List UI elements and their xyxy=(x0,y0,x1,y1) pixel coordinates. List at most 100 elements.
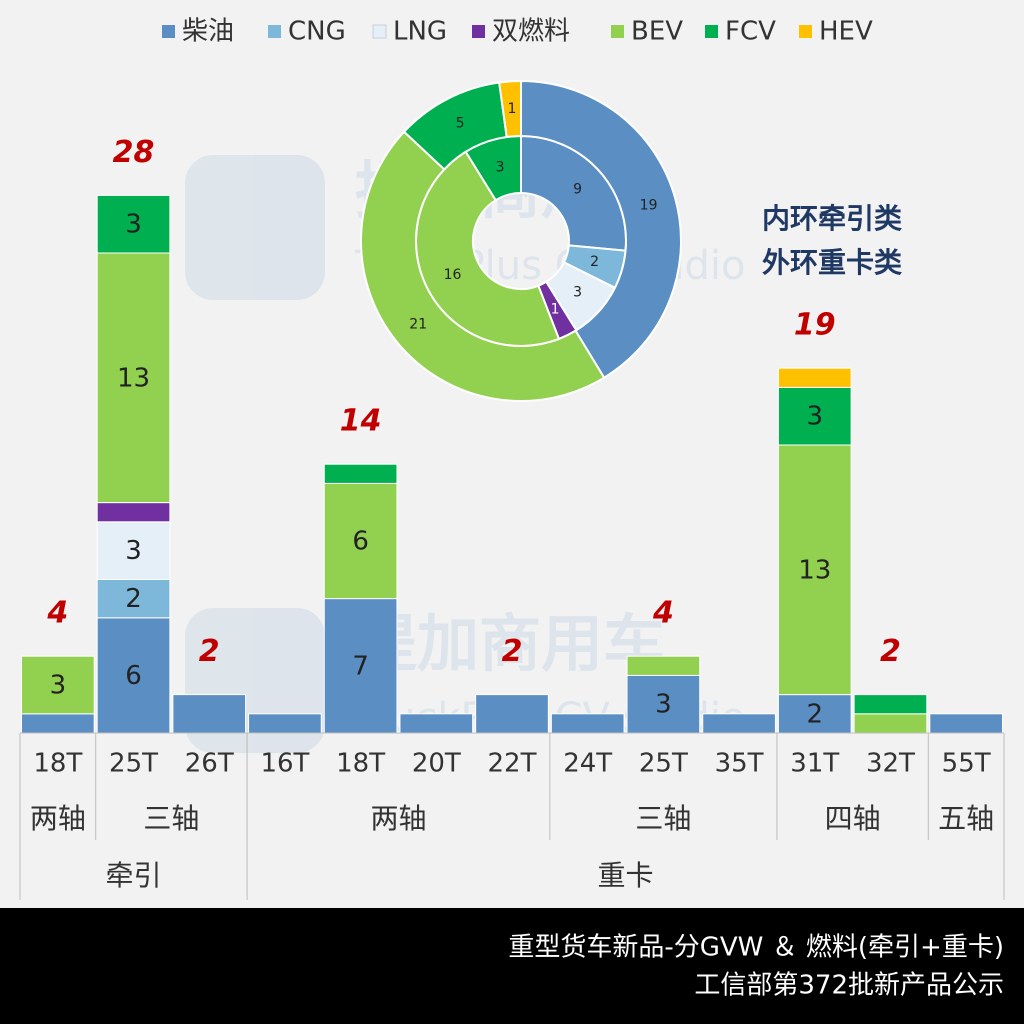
bar-value-label: 13 xyxy=(117,363,150,393)
legend-label: BEV xyxy=(631,17,683,47)
total-label: 4 xyxy=(652,596,674,631)
subgroup-label: 三轴 xyxy=(635,802,691,835)
x-tick-label: 55T xyxy=(942,749,991,779)
total-label: 19 xyxy=(794,308,836,343)
bar-segment xyxy=(323,463,398,484)
bar-segment xyxy=(853,713,928,734)
doughnut-label: 5 xyxy=(456,115,465,131)
doughnut-label: 9 xyxy=(573,181,582,197)
subgroup-label: 四轴 xyxy=(825,802,881,835)
bar-segment xyxy=(172,694,247,734)
subgroup-label: 三轴 xyxy=(143,802,199,835)
x-tick-label: 20T xyxy=(412,749,461,779)
footer-subtitle: 工信部第372批新产品公示 xyxy=(694,971,1004,1001)
footer-title: 重型货车新品-分GVW ＆ 燃料(牵引+重卡) xyxy=(508,933,1004,963)
bar-segment xyxy=(248,713,322,734)
bar-segment xyxy=(399,713,474,734)
bar-segment xyxy=(702,713,776,734)
bar-value-label: 3 xyxy=(125,210,142,240)
footer-band xyxy=(0,908,1024,1024)
doughnut-label: 3 xyxy=(573,285,582,301)
x-tick-label: 18T xyxy=(33,749,82,779)
x-tick-label: 26T xyxy=(185,749,234,779)
x-tick-label: 35T xyxy=(715,749,764,779)
bar-value-label: 3 xyxy=(125,536,142,566)
doughnut-note: 外环重卡类 xyxy=(762,246,902,279)
bar-segment xyxy=(96,578,171,619)
doughnut-label: 1 xyxy=(551,301,560,317)
bar-segment xyxy=(21,655,95,715)
bar-segment xyxy=(853,694,928,715)
total-label: 2 xyxy=(880,634,901,669)
legend-label: 双燃料 xyxy=(492,17,570,47)
x-tick-label: 16T xyxy=(260,749,309,779)
x-tick-label: 25T xyxy=(109,749,158,779)
x-tick-label: 31T xyxy=(790,749,839,779)
x-tick-label: 22T xyxy=(488,749,537,779)
doughnut-label: 16 xyxy=(444,267,462,283)
bar-segment xyxy=(96,521,171,580)
bar-segment xyxy=(323,598,398,734)
total-label: 2 xyxy=(199,634,220,669)
legend-label: CNG xyxy=(288,17,346,47)
bar-value-label: 13 xyxy=(798,555,831,585)
doughnut-label: 1 xyxy=(507,101,516,117)
doughnut-label: 21 xyxy=(409,317,427,333)
bar-segment xyxy=(475,694,549,734)
watermark-logo xyxy=(185,155,325,300)
bar-value-label: 7 xyxy=(352,651,369,681)
bar-segment xyxy=(96,502,171,523)
doughnut-note: 内环牵引类 xyxy=(762,202,902,235)
legend-swatch xyxy=(472,25,485,38)
bar-segment xyxy=(777,444,852,696)
bar-segment xyxy=(777,694,852,734)
legend-swatch xyxy=(611,25,624,38)
subgroup-label: 两轴 xyxy=(370,802,426,835)
legend-swatch xyxy=(705,25,718,38)
legend-label: 柴油 xyxy=(182,17,234,47)
x-tick-label: 32T xyxy=(866,749,915,779)
bar-value-label: 3 xyxy=(50,671,67,701)
legend-swatch xyxy=(162,25,175,38)
bar-value-label: 6 xyxy=(125,661,142,691)
legend-label: LNG xyxy=(393,17,447,47)
legend-swatch xyxy=(799,25,812,38)
bar-segment xyxy=(929,713,1003,734)
bar-segment xyxy=(96,194,171,254)
doughnut-label: 19 xyxy=(640,197,658,213)
bar-value-label: 3 xyxy=(806,402,823,432)
group-label: 重卡 xyxy=(598,859,654,892)
watermark-text: 提加商用车 xyxy=(355,607,665,680)
total-label: 4 xyxy=(46,596,68,631)
legend-label: HEV xyxy=(819,17,873,47)
doughnut-slice xyxy=(498,79,522,139)
x-tick-label: 25T xyxy=(639,749,688,779)
doughnut-label: 2 xyxy=(590,254,599,270)
bar-segment xyxy=(21,713,95,734)
bar-segment xyxy=(96,252,171,504)
bar-segment xyxy=(777,367,852,388)
doughnut-label: 3 xyxy=(496,159,505,175)
doughnut-slice xyxy=(360,130,606,402)
total-label: 28 xyxy=(113,135,155,170)
bar-value-label: 2 xyxy=(125,584,142,614)
bar-value-label: 3 xyxy=(655,690,672,720)
x-tick-label: 18T xyxy=(336,749,385,779)
bar-segment xyxy=(777,386,852,446)
subgroup-label: 两轴 xyxy=(30,802,86,835)
bar-segment xyxy=(550,713,625,734)
bar-segment xyxy=(96,617,171,734)
legend-swatch xyxy=(268,25,281,38)
total-label: 2 xyxy=(502,634,523,669)
bar-segment xyxy=(626,674,701,734)
total-label: 14 xyxy=(340,404,382,439)
doughnut-slice xyxy=(520,79,682,380)
bar-segment xyxy=(626,655,701,676)
group-label: 牵引 xyxy=(106,859,162,892)
bar-value-label: 6 xyxy=(352,527,369,557)
legend-label: FCV xyxy=(725,17,776,47)
bar-segment xyxy=(323,482,398,600)
bar-value-label: 2 xyxy=(806,699,823,729)
legend-swatch xyxy=(372,24,387,39)
